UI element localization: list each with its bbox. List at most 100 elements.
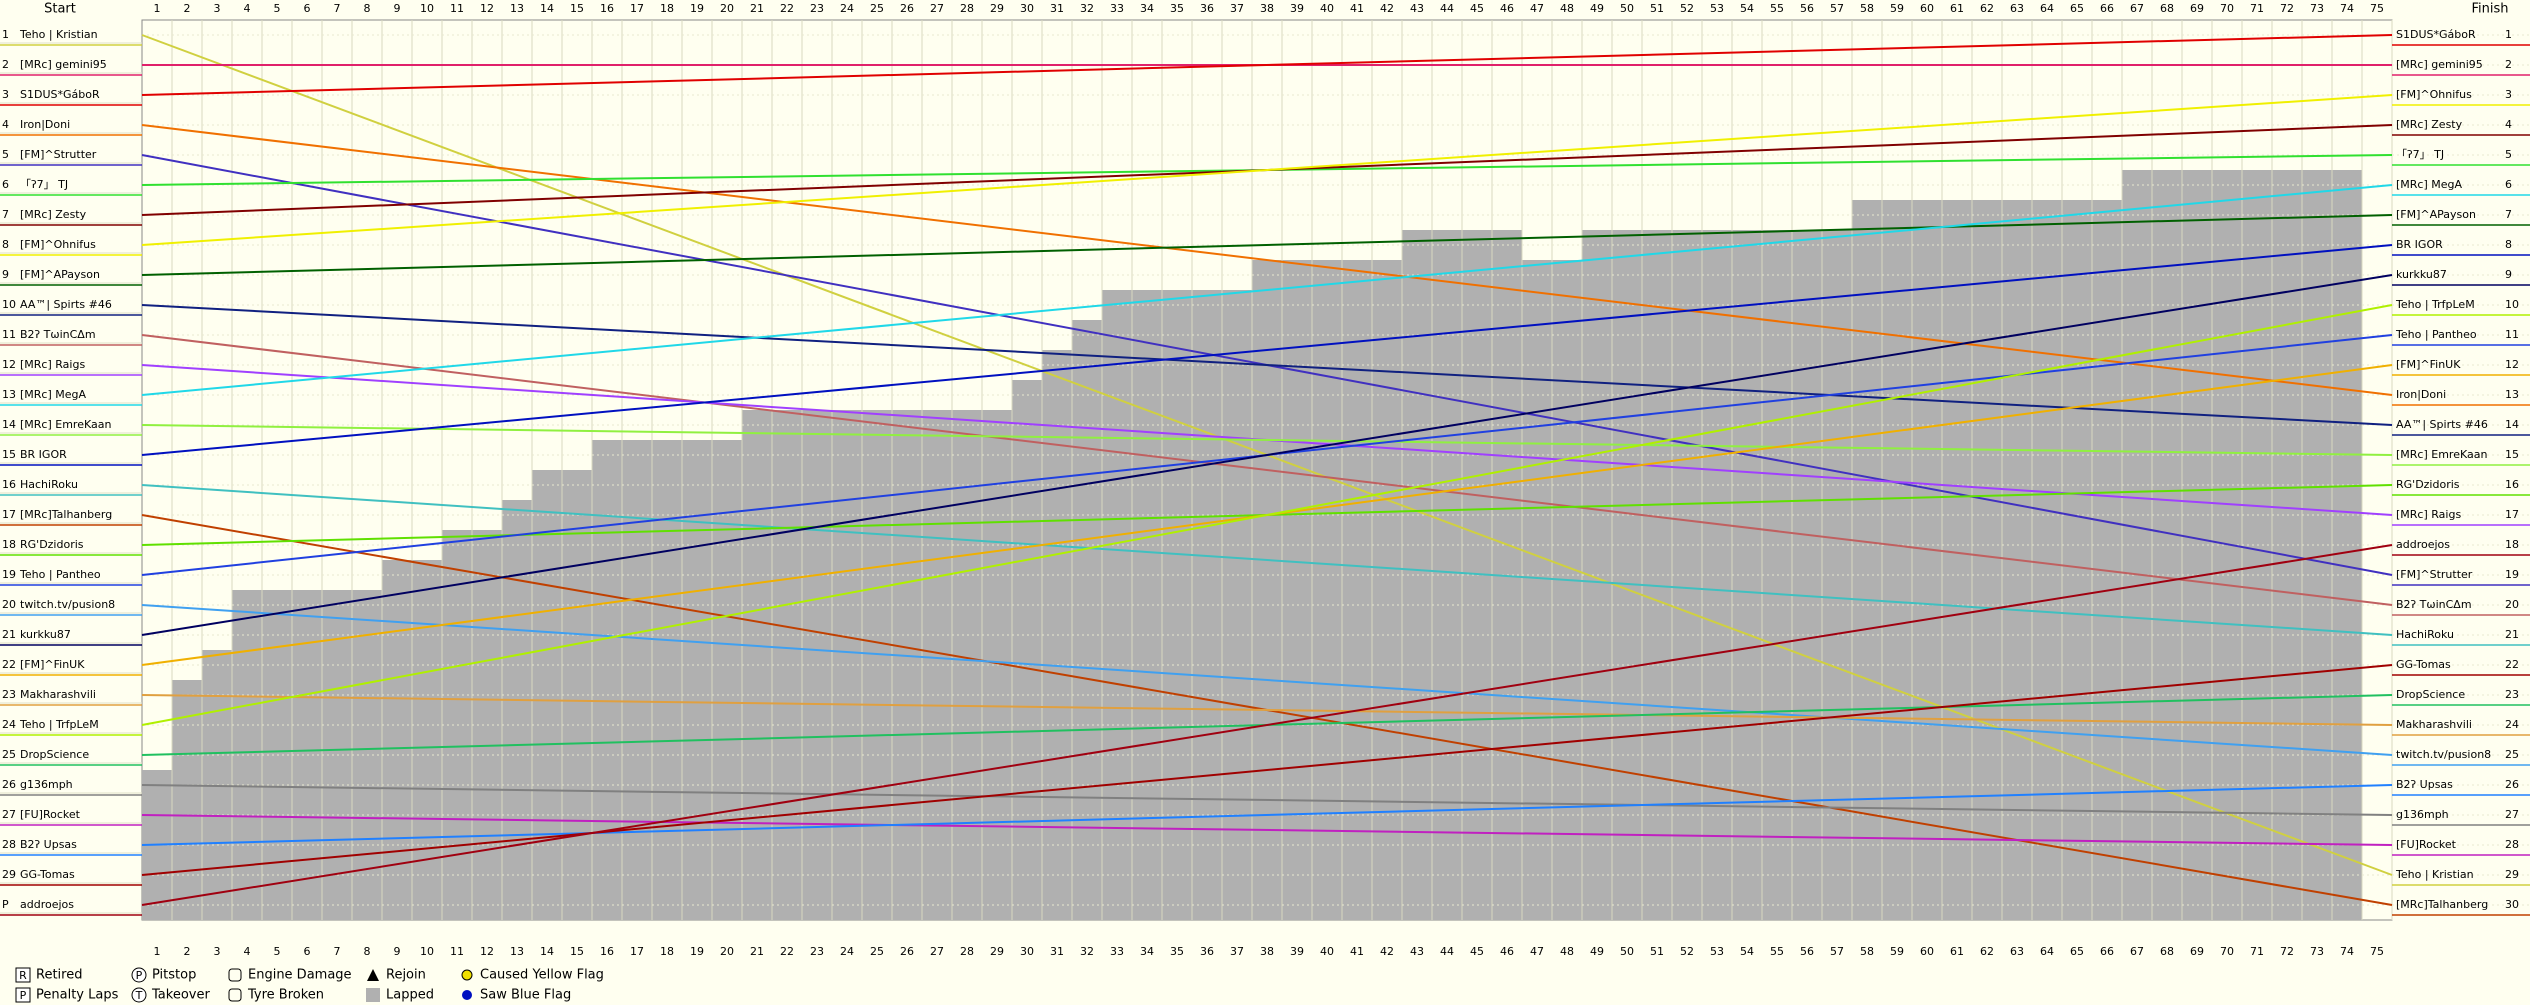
finish-driver-name: [MRc] EmreKaan [2396, 448, 2487, 461]
start-title: Start [44, 2, 76, 17]
lapped-bar [1072, 320, 1102, 920]
lap-label-bottom: 60 [1920, 945, 1934, 958]
position-label-right: 10 [2505, 298, 2519, 311]
finish-driver-name: [FM]^Ohnifus [2396, 88, 2472, 101]
position-line [141, 94, 2393, 246]
start-driver-name: B2ʔ Upsas [20, 838, 77, 851]
start-driver-name: Teho | Pantheo [19, 568, 101, 581]
position-label-right: 16 [2505, 478, 2519, 491]
lap-label-top: 32 [1080, 2, 1094, 15]
lap-label-bottom: 2 [184, 945, 191, 958]
lap-label-top: 2 [184, 2, 191, 15]
finish-driver-name: Makharashvili [2396, 718, 2472, 731]
start-driver-name: [FM]^Strutter [20, 148, 97, 161]
lap-label-bottom: 42 [1380, 945, 1394, 958]
lap-label-top: 14 [540, 2, 554, 15]
position-label-left: 19 [2, 568, 16, 581]
position-line [141, 814, 2393, 846]
lap-label-bottom: 3 [214, 945, 221, 958]
lap-label-top: 71 [2250, 2, 2264, 15]
lap-label-top: 24 [840, 2, 854, 15]
lap-label-top: 61 [1950, 2, 1964, 15]
lap-label-top: 34 [1140, 2, 1154, 15]
position-label-left: 1 [2, 28, 9, 41]
lap-label-bottom: 48 [1560, 945, 1574, 958]
lap-label-top: 68 [2160, 2, 2174, 15]
position-line [141, 664, 2393, 876]
finish-driver-name: BR IGOR [2396, 238, 2443, 251]
position-label-right: 24 [2505, 718, 2519, 731]
lap-label-top: 13 [510, 2, 524, 15]
lap-label-bottom: 58 [1860, 945, 1874, 958]
lap-label-top: 16 [600, 2, 614, 15]
finish-driver-name: GG-Tomas [2396, 658, 2451, 671]
lap-label-bottom: 23 [810, 945, 824, 958]
lap-label-top: 52 [1680, 2, 1694, 15]
position-line [141, 544, 2393, 906]
finish-driver-name: AA™| Spirts #46 [2396, 418, 2488, 431]
start-driver-name: [FU]Rocket [20, 808, 81, 821]
position-label-left: 5 [2, 148, 9, 161]
start-driver-name: [MRc] Zesty [20, 208, 87, 221]
lap-label-top: 74 [2340, 2, 2354, 15]
lap-label-bottom: 63 [2010, 945, 2024, 958]
position-label-right: 7 [2505, 208, 2512, 221]
start-driver-name: B2ʔ TωinCΔm [20, 328, 96, 341]
position-label-left: 4 [2, 118, 9, 131]
lap-label-bottom: 31 [1050, 945, 1064, 958]
start-driver-name: [FM]^Ohnifus [20, 238, 96, 251]
start-driver-name: Teho | TrfpLeM [19, 718, 99, 731]
lap-label-bottom: 11 [450, 945, 464, 958]
lap-label-top: 39 [1290, 2, 1304, 15]
finish-driver-name: [MRc] Raigs [2396, 508, 2461, 521]
position-label-left: 14 [2, 418, 16, 431]
lap-label-top: 53 [1710, 2, 1724, 15]
position-line [141, 124, 2393, 396]
lap-label-top: 62 [1980, 2, 1994, 15]
finish-title: Finish [2471, 2, 2508, 17]
start-driver-name: 「ʔ7」 TJ [20, 178, 68, 191]
lap-label-top: 40 [1320, 2, 1334, 15]
lap-label-bottom: 35 [1170, 945, 1184, 958]
lapped-bar [1342, 260, 1372, 920]
lap-label-bottom: 72 [2280, 945, 2294, 958]
finish-driver-name: twitch.tv/pusion8 [2396, 748, 2491, 761]
finish-driver-name: [MRc] Zesty [2396, 118, 2463, 131]
lap-label-bottom: 73 [2310, 945, 2324, 958]
finish-driver-name: [FM]^FinUK [2396, 358, 2461, 371]
position-line [141, 304, 2393, 726]
lap-label-bottom: 15 [570, 945, 584, 958]
lap-label-top: 21 [750, 2, 764, 15]
lap-label-top: 43 [1410, 2, 1424, 15]
lap-label-top: 37 [1230, 2, 1244, 15]
lap-label-bottom: 57 [1830, 945, 1844, 958]
start-driver-name: BR IGOR [20, 448, 67, 461]
legend-label: Takeover [151, 988, 210, 1003]
lap-label-top: 44 [1440, 2, 1454, 15]
lap-label-top: 6 [304, 2, 311, 15]
lap-label-bottom: 8 [364, 945, 371, 958]
position-label-left: 18 [2, 538, 16, 551]
position-label-right: 1 [2505, 28, 2512, 41]
lap-label-bottom: 41 [1350, 945, 1364, 958]
finish-driver-name: [MRc] gemini95 [2396, 58, 2483, 71]
start-driver-name: [MRc] EmreKaan [20, 418, 111, 431]
legend-label: Tyre Broken [247, 988, 324, 1003]
legend-symbol: R [19, 969, 27, 982]
lapped-bar [382, 560, 412, 920]
position-label-right: 11 [2505, 328, 2519, 341]
position-label-left: 21 [2, 628, 16, 641]
legend-lapped-icon [366, 988, 380, 1002]
lap-label-top: 15 [570, 2, 584, 15]
lap-label-top: 25 [870, 2, 884, 15]
lap-label-bottom: 17 [630, 945, 644, 958]
legend-symbol: P [20, 989, 27, 1002]
lap-label-top: 31 [1050, 2, 1064, 15]
lap-label-bottom: 36 [1200, 945, 1214, 958]
lap-label-top: 63 [2010, 2, 2024, 15]
lap-label-bottom: 33 [1110, 945, 1124, 958]
legend-label: Engine Damage [248, 968, 352, 983]
lap-label-top: 23 [810, 2, 824, 15]
lap-label-bottom: 61 [1950, 945, 1964, 958]
position-line [141, 334, 2393, 606]
